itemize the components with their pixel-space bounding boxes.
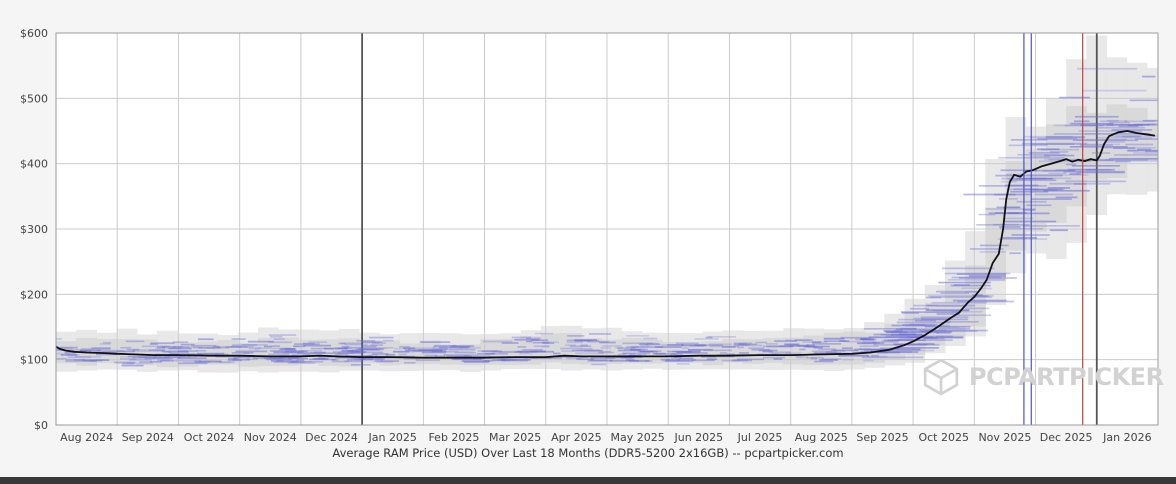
x-tick-label: Feb 2025 bbox=[428, 431, 479, 444]
x-tick-label: Sep 2025 bbox=[856, 431, 908, 444]
y-tick-label: $200 bbox=[20, 288, 48, 301]
y-tick-label: $600 bbox=[20, 27, 48, 40]
listing-price-marks bbox=[56, 67, 1158, 367]
x-tick-label: Jan 2026 bbox=[1102, 431, 1151, 444]
x-tick-label: Dec 2024 bbox=[305, 431, 358, 444]
y-tick-label: $300 bbox=[20, 223, 48, 236]
x-tick-label: Oct 2024 bbox=[184, 431, 235, 444]
x-tick-label: Mar 2025 bbox=[489, 431, 541, 444]
x-tick-label: Jun 2025 bbox=[673, 431, 723, 444]
y-tick-label: $100 bbox=[20, 354, 48, 367]
x-tick-label: Sep 2024 bbox=[122, 431, 174, 444]
y-tick-label: $0 bbox=[34, 419, 48, 432]
x-tick-label: Apr 2025 bbox=[551, 431, 602, 444]
y-tick-label: $400 bbox=[20, 158, 48, 171]
x-tick-label: Nov 2025 bbox=[978, 431, 1031, 444]
average-price-line bbox=[56, 130, 1156, 359]
chart-title: Average RAM Price (USD) Over Last 18 Mon… bbox=[332, 446, 844, 460]
x-tick-label: Dec 2025 bbox=[1040, 431, 1093, 444]
x-tick-label: Oct 2025 bbox=[918, 431, 969, 444]
x-tick-label: Aug 2025 bbox=[795, 431, 848, 444]
x-axis-labels: Aug 2024 Sep 2024 Oct 2024 Nov 2024 Dec 2024… bbox=[60, 431, 1151, 444]
x-tick-label: Jan 2025 bbox=[367, 431, 416, 444]
x-tick-label: Jul 2025 bbox=[737, 431, 783, 444]
x-tick-label: Aug 2024 bbox=[60, 431, 113, 444]
chart-data-layer bbox=[56, 67, 1158, 367]
plot-border bbox=[55, 32, 1159, 426]
y-tick-label: $500 bbox=[20, 92, 48, 105]
y-axis-labels: $0 $100 $200 $300 $400 $500 $600 bbox=[20, 27, 48, 432]
x-tick-label: Nov 2024 bbox=[244, 431, 297, 444]
bottom-bar bbox=[0, 477, 1176, 484]
x-tick-label: May 2025 bbox=[610, 431, 664, 444]
